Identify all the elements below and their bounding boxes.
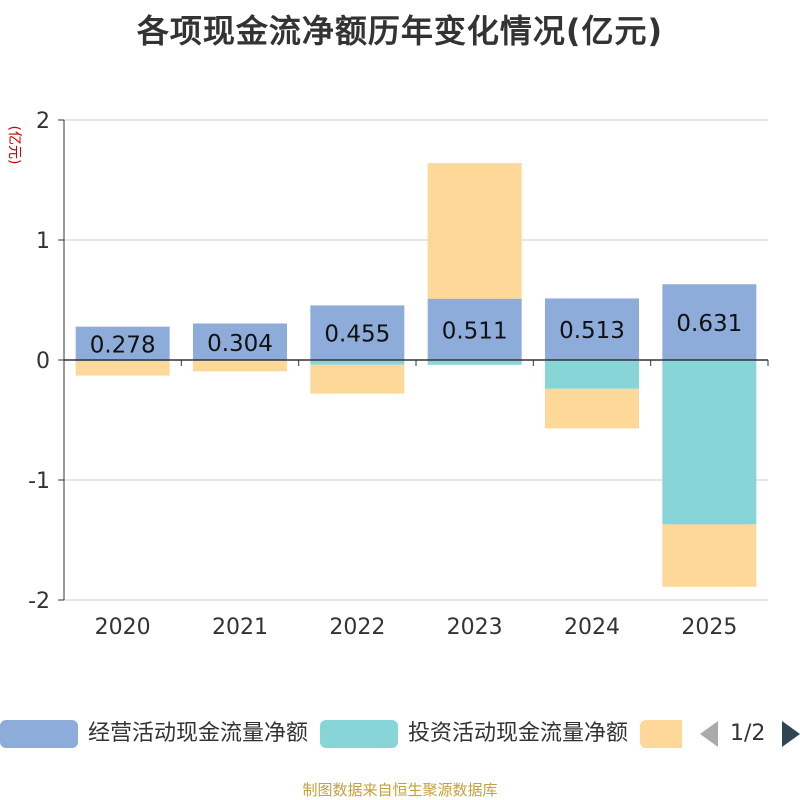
y-tick-label: 1 [36, 229, 50, 254]
data-label-operating-2022: 0.455 [324, 322, 390, 348]
x-tick-label: 2021 [212, 615, 268, 640]
data-label-operating-2023: 0.511 [442, 318, 508, 344]
chevron-right-icon[interactable] [782, 721, 800, 747]
y-tick-label: -2 [28, 589, 50, 614]
bar-operating-2022 [310, 305, 405, 360]
bar-financing-2020 [75, 361, 170, 376]
y-tick-label: 2 [36, 109, 50, 134]
stacked-bar-chart: (亿元) 2 1 0 -1 -2 0.278 2020 0.304 2021 0.455 2022 0.… [6, 109, 769, 640]
chart-title: 各项现金流净额历年变化情况(亿元) [136, 12, 664, 50]
chevron-left-icon[interactable] [700, 721, 718, 747]
legend-label-investing: 投资活动现金流量净额 [408, 721, 629, 746]
x-tick-label: 2025 [681, 615, 737, 640]
legend-label-operating: 经营活动现金流量净额 [88, 721, 309, 746]
legend-item-operating[interactable]: 经营活动现金流量净额 [0, 718, 310, 750]
data-label-operating-2021: 0.304 [207, 331, 273, 357]
bar-investing-2024 [545, 360, 639, 389]
bar-investing-2023 [427, 360, 522, 365]
bar-investing-2025 [662, 360, 757, 525]
x-tick-label: 2020 [95, 615, 151, 640]
bar-financing-2025 [662, 524, 757, 587]
bar-operating-2021 [193, 323, 287, 360]
legend-swatch-financing [640, 720, 682, 748]
legend: 经营活动现金流量净额 投资活动现金流量净额 1/2 [0, 712, 800, 756]
bar-operating-2025 [662, 284, 757, 360]
legend-page-indicator: 1/2 [730, 721, 766, 746]
legend-item-investing[interactable]: 投资活动现金流量净额 [320, 718, 630, 750]
legend-item-financing[interactable] [640, 718, 690, 750]
bar-financing-2024 [545, 388, 639, 429]
y-tick-label: -1 [28, 469, 50, 494]
x-tick-label: 2023 [447, 615, 503, 640]
legend-swatch-investing [320, 720, 398, 748]
y-axis-unit-label: (亿元) [6, 126, 22, 165]
bar-financing-2022 [310, 364, 405, 394]
data-source: 制图数据来自恒生聚源数据库 [302, 781, 498, 799]
bar-financing-2023 [427, 163, 522, 299]
legend-pager: 1/2 [700, 718, 800, 750]
bar-operating-2023 [427, 298, 522, 360]
bar-financing-2021 [193, 360, 287, 372]
data-label-operating-2025: 0.631 [676, 311, 742, 337]
data-label-operating-2024: 0.513 [559, 318, 625, 344]
bar-investing-2022 [310, 360, 405, 365]
bar-operating-2020 [75, 326, 170, 360]
bar-operating-2024 [545, 298, 639, 360]
x-tick-label: 2024 [564, 615, 620, 640]
y-tick-label: 0 [36, 349, 50, 374]
x-tick-label: 2022 [329, 615, 385, 640]
legend-swatch-operating [0, 720, 78, 748]
data-label-operating-2020: 0.278 [90, 332, 156, 358]
